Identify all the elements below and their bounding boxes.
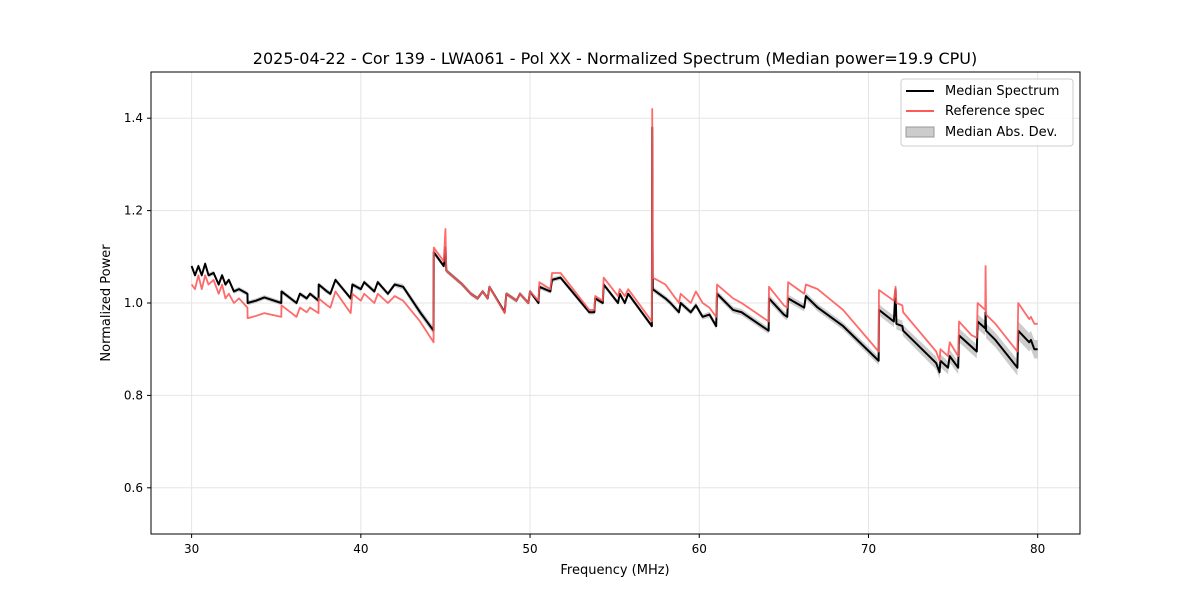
plot-marks [190,108,1038,379]
legend: Median Spectrum Reference spec Median Ab… [900,78,1074,147]
chart-title: 2025-04-22 - Cor 139 - LWA061 - Pol XX -… [253,49,977,68]
axis-ticks: 30 40 50 60 70 80 0.6 0.8 1.0 1.2 1.4 [124,111,1045,556]
mad-band [191,113,1038,379]
legend-reference-label: Reference spec [945,104,1045,119]
grid [151,72,1080,534]
x-tick-label: 80 [1030,542,1045,556]
y-tick-label: 1.0 [124,296,143,310]
x-axis-label: Frequency (MHz) [560,563,669,578]
x-tick-label: 40 [353,542,368,556]
x-tick-label: 30 [184,542,199,556]
median-spectrum-line [190,126,1038,374]
y-tick-label: 1.4 [124,111,143,125]
y-tick-label: 0.6 [124,481,143,495]
y-tick-label: 1.2 [124,204,143,218]
legend-mad-label: Median Abs. Dev. [945,125,1057,140]
x-tick-label: 50 [522,542,537,556]
reference-spectrum-line [190,108,1038,362]
legend-median-label: Median Spectrum [945,84,1059,99]
x-tick-label: 60 [692,542,707,556]
y-axis-label: Normalized Power [99,244,114,362]
legend-mad-swatch [905,126,935,138]
legend-box [900,78,1074,147]
y-tick-label: 0.8 [124,388,143,402]
x-tick-label: 70 [861,542,876,556]
